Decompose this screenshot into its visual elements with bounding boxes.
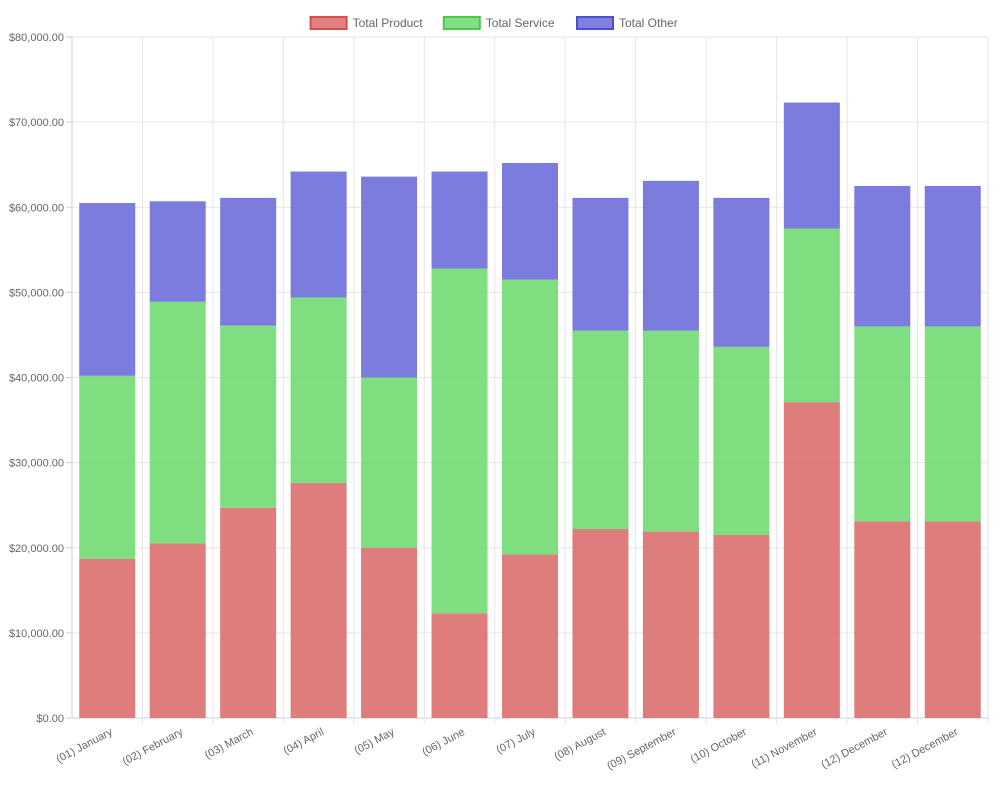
bar-total-service[interactable] — [149, 301, 206, 544]
y-tick-label: $60,000.00 — [9, 202, 64, 214]
bar-total-service[interactable] — [783, 228, 840, 403]
y-tick-label: $0.00 — [36, 713, 64, 725]
bar-total-service[interactable] — [431, 268, 488, 614]
bar-total-other[interactable] — [854, 185, 911, 327]
y-tick-label: $30,000.00 — [9, 458, 64, 470]
bar-total-product[interactable] — [572, 529, 629, 718]
x-tick-label: (02) February — [121, 726, 186, 768]
bar-total-product[interactable] — [220, 507, 277, 718]
bar-total-other[interactable] — [572, 197, 629, 331]
bar-total-product[interactable] — [713, 534, 770, 718]
x-tick-label: (10) October — [689, 726, 749, 766]
legend-swatch — [442, 16, 481, 30]
legend-label: Total Other — [619, 16, 678, 30]
bar-total-service[interactable] — [502, 279, 558, 555]
x-tick-label: (08) August — [553, 726, 608, 763]
legend-label: Total Service — [486, 16, 555, 30]
y-tick-label: $20,000.00 — [9, 543, 64, 555]
x-tick-label: (07) July — [495, 726, 538, 757]
bar-total-service[interactable] — [572, 330, 629, 530]
x-tick-label: (11) November — [750, 726, 820, 771]
bar-total-product[interactable] — [361, 547, 418, 718]
legend-item-total-service[interactable]: Total Service — [442, 16, 555, 30]
bar-total-other[interactable] — [924, 185, 981, 327]
bar-total-other[interactable] — [642, 180, 699, 331]
legend-item-total-product[interactable]: Total Product — [309, 16, 424, 30]
bar-total-product[interactable] — [290, 483, 347, 718]
bar-total-other[interactable] — [290, 171, 347, 298]
bar-total-service[interactable] — [854, 326, 911, 522]
x-tick-label: (12) December — [890, 726, 961, 771]
x-tick-label: (09) September — [605, 726, 678, 773]
bar-total-service[interactable] — [924, 326, 981, 522]
bar-total-other[interactable] — [783, 102, 840, 229]
x-tick-label: (03) March — [203, 726, 256, 762]
legend-swatch — [309, 16, 348, 30]
x-tick-label: (05) May — [353, 726, 397, 757]
bar-total-product[interactable] — [854, 521, 911, 718]
bar-total-service[interactable] — [290, 297, 347, 484]
bar-total-service[interactable] — [361, 377, 418, 548]
legend: Total Product Total Service Total Other — [309, 16, 678, 30]
bar-total-other[interactable] — [149, 201, 206, 302]
x-tick-label: (12) December — [819, 726, 890, 771]
bar-total-other[interactable] — [502, 162, 558, 280]
bar-total-other[interactable] — [713, 197, 770, 347]
legend-item-total-other[interactable]: Total Other — [576, 16, 678, 30]
bars — [79, 102, 981, 718]
bar-total-service[interactable] — [220, 325, 277, 508]
x-tick-label: (01) January — [54, 726, 115, 766]
bar-total-service[interactable] — [79, 375, 136, 559]
y-tick-label: $80,000.00 — [9, 32, 64, 44]
bar-total-service[interactable] — [642, 330, 699, 532]
legend-label: Total Product — [353, 16, 424, 30]
bar-total-other[interactable] — [220, 197, 277, 326]
bar-total-product[interactable] — [149, 543, 206, 718]
bar-total-product[interactable] — [502, 554, 558, 718]
bar-total-product[interactable] — [431, 613, 488, 718]
bar-total-other[interactable] — [431, 171, 488, 269]
x-tick-label: (04) April — [282, 726, 327, 757]
y-tick-label: $40,000.00 — [9, 373, 64, 385]
legend-swatch — [576, 16, 614, 30]
y-tick-label: $50,000.00 — [9, 287, 64, 299]
bar-total-product[interactable] — [924, 521, 981, 718]
bar-total-product[interactable] — [642, 531, 699, 718]
y-tick-label: $10,000.00 — [9, 628, 64, 640]
x-tick-label: (06) June — [420, 726, 467, 758]
y-tick-label: $70,000.00 — [9, 117, 64, 129]
bar-total-product[interactable] — [79, 558, 136, 718]
bar-total-other[interactable] — [361, 176, 418, 378]
bar-total-service[interactable] — [713, 346, 770, 535]
bar-total-product[interactable] — [783, 402, 840, 718]
bar-total-other[interactable] — [79, 202, 136, 376]
